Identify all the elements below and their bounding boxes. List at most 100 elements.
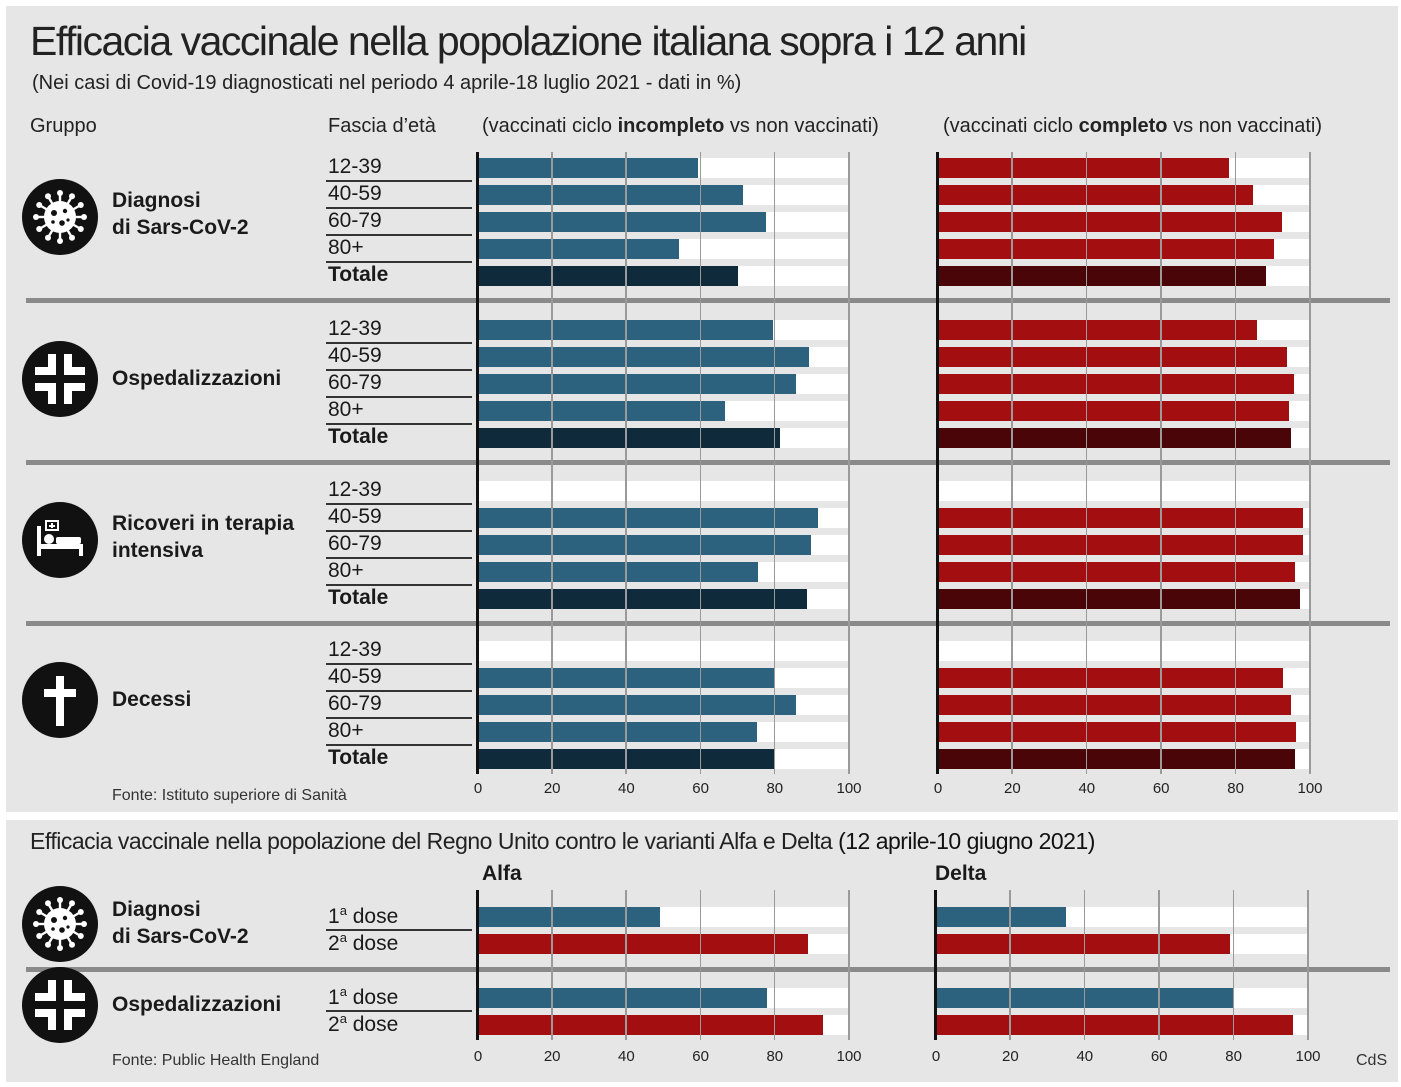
age-band-label: 40-59 <box>328 182 382 205</box>
age-band-label: 80+ <box>328 236 364 259</box>
age-row-divider <box>326 717 472 719</box>
age-band-label: Totale <box>328 425 389 448</box>
delta-1-1-bar <box>936 907 1067 927</box>
alfa-2-1-bar <box>478 988 768 1008</box>
dose-ordinal: a <box>339 930 347 945</box>
age-band-label: 40-59 <box>328 344 382 367</box>
group-label-line: Ricoveri in terapia <box>112 512 295 535</box>
y-axis-line <box>934 890 937 1040</box>
gridline <box>1158 890 1160 1040</box>
age-band-label: 40-59 <box>328 665 382 688</box>
gridline <box>1234 152 1237 774</box>
group-label-line: di Sars-CoV-2 <box>112 925 249 948</box>
complete-4-4-bar <box>938 722 1296 742</box>
incomplete-1-1-bar <box>478 158 698 178</box>
y-axis-line <box>476 152 479 774</box>
dose-ordinal: a <box>339 903 347 918</box>
x-tick-label: 100 <box>1297 780 1323 797</box>
complete-4-3-bar <box>938 695 1291 715</box>
gridline <box>1085 152 1088 774</box>
gridline <box>1307 890 1309 1040</box>
x-tick-label: 100 <box>836 1048 862 1065</box>
complete-2-1-bar <box>938 320 1257 340</box>
age-row-divider <box>326 342 472 344</box>
age-band-label: 60-79 <box>328 532 382 555</box>
gridline <box>1232 890 1235 1040</box>
complete-1-2-bar <box>938 185 1253 205</box>
age-row-divider <box>326 261 472 263</box>
complete-3-4-bar <box>938 562 1295 582</box>
delta-panel-header: Delta <box>935 862 987 885</box>
incomplete-4-3-bar <box>478 695 796 715</box>
age-band-label: 80+ <box>328 719 364 742</box>
age-column-header: Fascia d’età <box>328 115 436 137</box>
dose-label: 2a dose <box>328 1011 398 1037</box>
complete-3-1-track <box>938 481 1310 501</box>
uk-group-separator <box>26 967 1390 972</box>
virus-icon <box>22 886 98 962</box>
age-band-label: 12-39 <box>328 317 382 340</box>
incomplete-4-1-track <box>478 641 849 661</box>
x-tick-label: 20 <box>1002 1048 1019 1065</box>
age-band-label: 12-39 <box>328 478 382 501</box>
complete-3-3-bar <box>938 535 1304 555</box>
chart-title: Efficacia vaccinale nella popolazione it… <box>30 18 1027 64</box>
x-tick-label: 60 <box>1150 1048 1168 1065</box>
alfa-1-1-bar <box>478 907 660 927</box>
complete-4-1-track <box>938 641 1310 661</box>
age-band-label: 80+ <box>328 398 364 421</box>
group-label-line: Ospedalizzazioni <box>112 367 282 390</box>
hospital-bed-icon <box>22 502 98 578</box>
age-row-divider <box>326 584 472 586</box>
x-tick-label: 0 <box>931 1048 941 1065</box>
age-band-label: 12-39 <box>328 155 382 178</box>
group-label-1: Diagnosi di Sars-CoV-2 <box>112 187 249 241</box>
gridline <box>625 152 627 774</box>
x-tick-label: 20 <box>1004 780 1021 797</box>
gridline <box>551 152 553 774</box>
incomplete-3-2-bar <box>478 508 819 528</box>
gridline <box>551 890 553 1040</box>
age-band-label: 60-79 <box>328 371 382 394</box>
x-tick-label: 60 <box>692 780 709 797</box>
incomplete-1-3-bar <box>478 212 766 232</box>
incomplete-2-3-bar <box>478 374 797 394</box>
age-row-divider <box>326 557 472 559</box>
gridline <box>1160 152 1162 774</box>
dose-label: 2a dose <box>328 930 398 956</box>
complete-3-5-bar <box>938 589 1301 609</box>
complete-1-3-bar <box>938 212 1283 232</box>
dose-number: 2 <box>328 1013 340 1036</box>
age-band-label: Totale <box>328 746 389 769</box>
group-label-line: Decessi <box>112 688 192 711</box>
y-axis-line <box>936 152 939 774</box>
age-band-label: Totale <box>328 586 389 609</box>
age-band-label: 60-79 <box>328 692 382 715</box>
group-label-line: di Sars-CoV-2 <box>112 216 249 239</box>
complete-4-2-bar <box>938 668 1283 688</box>
incomplete-2-4-bar <box>478 401 726 421</box>
age-row-divider <box>326 369 472 371</box>
uk-chart-title: Efficacia vaccinale nella popolazione de… <box>30 828 1095 854</box>
incomplete-1-4-bar <box>478 239 680 259</box>
gridline <box>1309 152 1311 774</box>
age-band-label: 12-39 <box>328 638 382 661</box>
incomplete-2-2-bar <box>478 347 810 367</box>
dose-label: 1a dose <box>328 903 398 929</box>
gridline <box>1083 890 1086 1040</box>
incomplete-3-5-bar <box>478 589 807 609</box>
dose-word: dose <box>346 905 399 928</box>
credit-label: CdS <box>1356 1052 1388 1069</box>
x-tick-label: 20 <box>543 1048 561 1065</box>
source-note-top: Fonte: Istituto superiore di Sanità <box>112 787 347 804</box>
incomplete-series-header: (vaccinati ciclo incompleto vs non vacci… <box>482 115 879 137</box>
chart-subtitle: (Nei casi di Covid-19 diagnosticati nel … <box>32 72 742 94</box>
age-band-label: 40-59 <box>328 505 382 528</box>
uk-group-label-2: Ospedalizzazioni <box>112 991 281 1018</box>
complete-2-2-bar <box>938 347 1287 367</box>
gridline <box>699 890 702 1040</box>
group-separator <box>26 460 1390 465</box>
age-row-divider <box>326 663 472 665</box>
x-tick-label: 60 <box>1152 780 1170 797</box>
gridline <box>773 152 776 774</box>
